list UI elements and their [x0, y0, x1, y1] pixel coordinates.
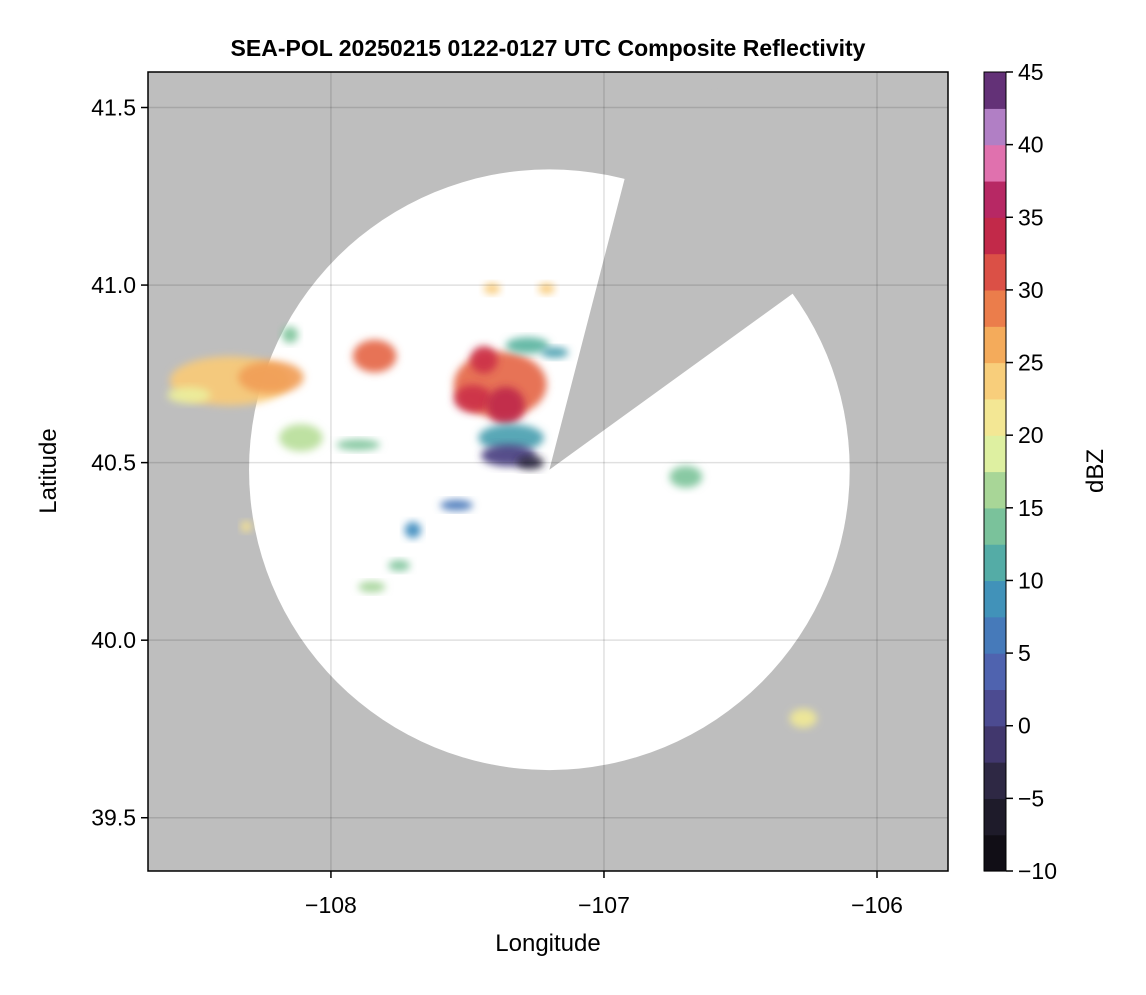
y-tick-label: 39.5 — [91, 805, 136, 831]
colorbar-tick-label: 30 — [1018, 277, 1044, 303]
echo-cell-4 — [352, 339, 397, 373]
colorbar-segment — [984, 616, 1006, 654]
colorbar-tick-label: 45 — [1018, 59, 1044, 85]
colorbar-label: dBZ — [1082, 449, 1109, 493]
colorbar-segment — [984, 398, 1006, 436]
colorbar-segment — [984, 689, 1006, 727]
echo-cell-13 — [541, 347, 569, 358]
echo-cell-11 — [516, 455, 544, 470]
colorbar-segment — [984, 507, 1006, 545]
echo-cell-3 — [281, 326, 299, 343]
y-tick-label: 40.5 — [91, 450, 136, 476]
echo-layer — [167, 283, 817, 728]
colorbar-tick-label: −10 — [1018, 858, 1057, 884]
y-axis-ticks: 39.5 40.0 40.5 41.0 41.5 — [91, 95, 148, 831]
colorbar — [983, 71, 1007, 872]
colorbar-segment — [984, 217, 1006, 255]
echo-cell-15 — [538, 283, 555, 295]
colorbar-tick-label: 5 — [1018, 640, 1031, 666]
y-tick-label: 40.0 — [91, 627, 136, 653]
chart-title: SEA-POL 20250215 0122-0127 UTC Composite… — [231, 35, 866, 61]
echo-cell-19 — [404, 521, 422, 539]
colorbar-tick-label: −5 — [1018, 785, 1044, 811]
echo-cell-18 — [240, 521, 252, 533]
echo-cell-2 — [167, 386, 211, 404]
colorbar-segment — [984, 544, 1006, 582]
echo-cell-22 — [358, 581, 386, 593]
colorbar-tick-label: 15 — [1018, 495, 1044, 521]
plot-area — [148, 72, 948, 871]
colorbar-tick-label: 35 — [1018, 204, 1044, 230]
echo-cell-8 — [470, 345, 498, 374]
x-tick-label: −108 — [305, 892, 357, 918]
echo-cell-21 — [388, 560, 411, 572]
colorbar-segment — [984, 253, 1006, 291]
echo-cell-24 — [789, 708, 817, 728]
colorbar-segment — [984, 108, 1006, 146]
echo-cell-12 — [505, 337, 550, 354]
colorbar-segment — [984, 362, 1006, 400]
colorbar-tick-label: 0 — [1018, 713, 1031, 739]
colorbar-segment — [984, 435, 1006, 473]
colorbar-segment — [984, 144, 1006, 182]
grid-lines — [148, 72, 948, 871]
colorbar-tick-label: 25 — [1018, 350, 1044, 376]
y-axis-label: Latitude — [35, 428, 62, 513]
blocked-beam-sector — [549, 72, 948, 470]
colorbar-ticks: −10 −5 0 5 10 15 20 25 30 35 40 45 — [1006, 59, 1057, 884]
echo-cell-20 — [440, 499, 473, 511]
colorbar-tick-label: 20 — [1018, 422, 1044, 448]
colorbar-segment — [984, 72, 1006, 109]
colorbar-tick-label: 40 — [1018, 132, 1044, 158]
colorbar-segment — [984, 834, 1006, 872]
colorbar-tick-label: 10 — [1018, 567, 1044, 593]
echo-cell-16 — [279, 424, 323, 452]
echo-cell-7 — [486, 386, 525, 425]
colorbar-segment — [984, 471, 1006, 509]
colorbar-segment — [984, 762, 1006, 799]
plot-frame — [147, 71, 949, 872]
y-tick-label: 41.0 — [91, 272, 136, 298]
x-axis-label: Longitude — [495, 930, 600, 957]
echo-cell-23 — [669, 465, 703, 488]
colorbar-frame — [983, 71, 1007, 872]
echo-cell-6 — [453, 385, 493, 413]
y-tick-label: 41.5 — [91, 95, 136, 121]
x-tick-label: −106 — [851, 892, 903, 918]
colorbar-segment — [984, 580, 1006, 618]
x-tick-label: −107 — [578, 892, 630, 918]
colorbar-segment — [984, 289, 1006, 327]
echo-cell-1 — [238, 361, 304, 394]
echo-cell-17 — [336, 439, 381, 451]
colorbar-segment — [984, 326, 1006, 364]
colorbar-segment — [984, 180, 1006, 218]
echo-cell-9 — [478, 424, 544, 452]
x-axis-ticks: −108 −107 −106 — [305, 871, 903, 918]
echo-cell-14 — [483, 283, 501, 295]
colorbar-segment — [984, 725, 1006, 763]
colorbar-segment — [984, 653, 1006, 691]
colorbar-segment — [984, 798, 1006, 836]
